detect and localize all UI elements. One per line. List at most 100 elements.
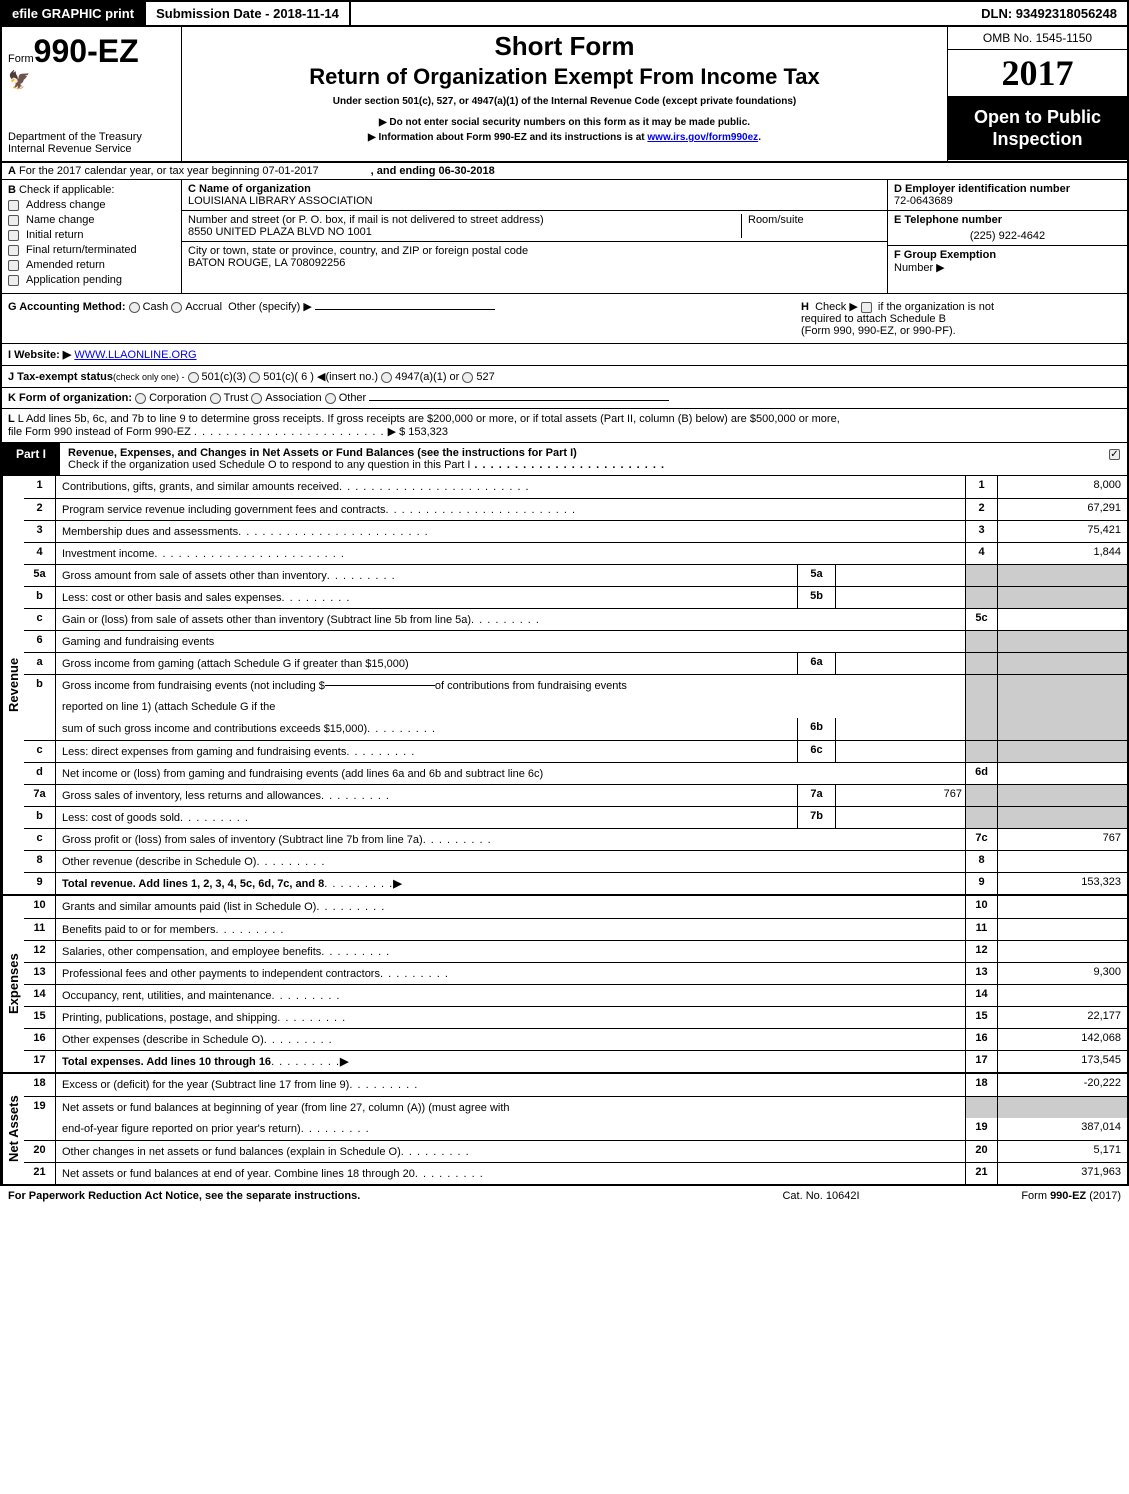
- radio-527[interactable]: [462, 372, 473, 383]
- line-21: 21Net assets or fund balances at end of …: [24, 1162, 1127, 1184]
- line-6: 6Gaming and fundraising events: [24, 630, 1127, 652]
- line-10: 10Grants and similar amounts paid (list …: [24, 896, 1127, 918]
- checkbox-amended-return[interactable]: [8, 260, 19, 271]
- irs-eagle-icon: 🦅: [8, 70, 175, 91]
- form-of-org-label: K Form of organization:: [8, 392, 132, 404]
- subtitle: Under section 501(c), 527, or 4947(a)(1)…: [192, 96, 937, 107]
- radio-accrual[interactable]: [171, 302, 182, 313]
- label-b: B: [8, 184, 16, 196]
- opt-501c3: 501(c)(3): [202, 371, 247, 383]
- opt-association: Association: [265, 392, 321, 404]
- radio-trust[interactable]: [210, 393, 221, 404]
- website-link[interactable]: WWW.LLAONLINE.ORG: [74, 349, 196, 361]
- efile-print-button[interactable]: efile GRAPHIC print: [2, 2, 146, 25]
- group-exemption-number: Number ▶: [894, 262, 945, 274]
- radio-501c3[interactable]: [188, 372, 199, 383]
- tax-exempt-label: J Tax-exempt status: [8, 371, 113, 383]
- checkbox-final-return[interactable]: [8, 245, 19, 256]
- line-15: 15Printing, publications, postage, and s…: [24, 1006, 1127, 1028]
- checkbox-address-change[interactable]: [8, 200, 19, 211]
- paperwork-notice: For Paperwork Reduction Act Notice, see …: [8, 1190, 721, 1202]
- org-name: LOUISIANA LIBRARY ASSOCIATION: [188, 195, 881, 207]
- row-g-h: G Accounting Method: Cash Accrual Other …: [0, 294, 1129, 344]
- opt-cash: Cash: [143, 301, 169, 313]
- website-label: I Website: ▶: [8, 349, 71, 361]
- form-ref: Form 990-EZ (2017): [921, 1190, 1121, 1202]
- form-header: Form990-EZ 🦅 Department of the Treasury …: [0, 27, 1129, 163]
- expenses-section: Expenses 10Grants and similar amounts pa…: [0, 896, 1129, 1074]
- line-a-text2: , and ending 06-30-2018: [371, 165, 495, 177]
- info-post: .: [758, 132, 761, 143]
- line-6b-1: bGross income from fundraising events (n…: [24, 674, 1127, 696]
- cat-number: Cat. No. 10642I: [721, 1190, 921, 1202]
- radio-4947[interactable]: [381, 372, 392, 383]
- radio-corporation[interactable]: [135, 393, 146, 404]
- top-bar: efile GRAPHIC print Submission Date - 20…: [0, 0, 1129, 27]
- line-6d: dNet income or (loss) from gaming and fu…: [24, 762, 1127, 784]
- revenue-section: Revenue 1Contributions, gifts, grants, a…: [0, 476, 1129, 896]
- opt-initial-return: Initial return: [26, 229, 83, 241]
- open-line1: Open to Public: [952, 107, 1123, 129]
- line-a: A For the 2017 calendar year, or tax yea…: [0, 163, 1129, 180]
- ssn-warning: ▶ Do not enter social security numbers o…: [192, 117, 937, 128]
- checkbox-name-change[interactable]: [8, 215, 19, 226]
- checkbox-application-pending[interactable]: [8, 275, 19, 286]
- row-j: J Tax-exempt status(check only one) - 50…: [0, 366, 1129, 388]
- row-i: I Website: ▶ WWW.LLAONLINE.ORG: [0, 344, 1129, 366]
- info-about: ▶ Information about Form 990-EZ and its …: [192, 132, 937, 143]
- net-assets-section: Net Assets 18Excess or (deficit) for the…: [0, 1074, 1129, 1186]
- opt-name-change: Name change: [26, 214, 95, 226]
- open-to-public: Open to Public Inspection: [948, 97, 1127, 160]
- net-assets-side-label: Net Assets: [2, 1074, 24, 1184]
- irs-link[interactable]: www.irs.gov/form990ez: [647, 132, 758, 143]
- room-suite-label: Room/suite: [741, 214, 881, 238]
- ein-label: D Employer identification number: [894, 183, 1121, 195]
- line-a-text1: For the 2017 calendar year, or tax year …: [19, 165, 319, 177]
- line-9: 9Total revenue. Add lines 1, 2, 3, 4, 5c…: [24, 872, 1127, 894]
- city-value: BATON ROUGE, LA 708092256: [188, 257, 881, 269]
- radio-other-org[interactable]: [325, 393, 336, 404]
- omb-number: OMB No. 1545-1150: [948, 27, 1127, 50]
- radio-cash[interactable]: [129, 302, 140, 313]
- opt-amended-return: Amended return: [26, 259, 105, 271]
- radio-association[interactable]: [251, 393, 262, 404]
- checkbox-schedule-o[interactable]: [1109, 449, 1120, 460]
- form-number: 990-EZ: [34, 33, 139, 69]
- opt-accrual: Accrual: [185, 301, 222, 313]
- line-6c: cLess: direct expenses from gaming and f…: [24, 740, 1127, 762]
- l-amount: ▶ $ 153,323: [388, 426, 448, 438]
- part-1-label: Part I: [2, 443, 60, 475]
- line-4: 4Investment income41,844: [24, 542, 1127, 564]
- line-6b-2: reported on line 1) (attach Schedule G i…: [24, 696, 1127, 718]
- line-5a: 5aGross amount from sale of assets other…: [24, 564, 1127, 586]
- box-d-e-f: D Employer identification number 72-0643…: [887, 180, 1127, 293]
- line-8: 8Other revenue (describe in Schedule O)8: [24, 850, 1127, 872]
- line-3: 3Membership dues and assessments375,421: [24, 520, 1127, 542]
- check-only-one: (check only one) -: [113, 372, 185, 382]
- opt-application-pending: Application pending: [26, 274, 122, 286]
- line-5c: cGain or (loss) from sale of assets othe…: [24, 608, 1127, 630]
- opt-501c: 501(c)( 6 ) ◀(insert no.): [263, 371, 378, 383]
- c-name-label: C Name of organization: [188, 183, 881, 195]
- ein-value: 72-0643689: [894, 195, 1121, 207]
- checkbox-schedule-b[interactable]: [861, 302, 872, 313]
- l-text1: L Add lines 5b, 6c, and 7b to line 9 to …: [18, 413, 840, 425]
- street-value: 8550 UNITED PLAZA BLVD NO 1001: [188, 226, 741, 238]
- phone-label: E Telephone number: [894, 214, 1121, 226]
- info-pre: ▶ Information about Form 990-EZ and its …: [368, 132, 647, 143]
- city-label: City or town, state or province, country…: [188, 245, 881, 257]
- line-13: 13Professional fees and other payments t…: [24, 962, 1127, 984]
- part-1-title: Revenue, Expenses, and Changes in Net As…: [68, 447, 577, 459]
- radio-501c[interactable]: [249, 372, 260, 383]
- checkbox-initial-return[interactable]: [8, 230, 19, 241]
- opt-other: Other (specify) ▶: [228, 301, 312, 313]
- opt-address-change: Address change: [26, 199, 106, 211]
- box-c: C Name of organization LOUISIANA LIBRARY…: [182, 180, 887, 293]
- part-1-check-text: Check if the organization used Schedule …: [68, 459, 470, 471]
- label-h: H: [801, 301, 809, 313]
- irs-label: Internal Revenue Service: [8, 143, 175, 155]
- line-19-1: 19Net assets or fund balances at beginni…: [24, 1096, 1127, 1118]
- group-exemption-label: F Group Exemption: [894, 249, 996, 261]
- opt-trust: Trust: [224, 392, 249, 404]
- opt-final-return: Final return/terminated: [26, 244, 137, 256]
